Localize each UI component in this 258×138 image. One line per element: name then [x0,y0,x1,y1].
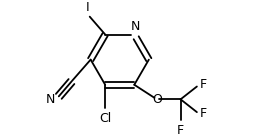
Text: F: F [177,124,184,137]
Text: I: I [86,1,90,14]
Text: Cl: Cl [99,112,111,125]
Text: N: N [46,93,55,106]
Text: O: O [152,93,162,106]
Text: N: N [130,20,140,33]
Text: F: F [200,78,207,91]
Text: F: F [200,107,207,120]
